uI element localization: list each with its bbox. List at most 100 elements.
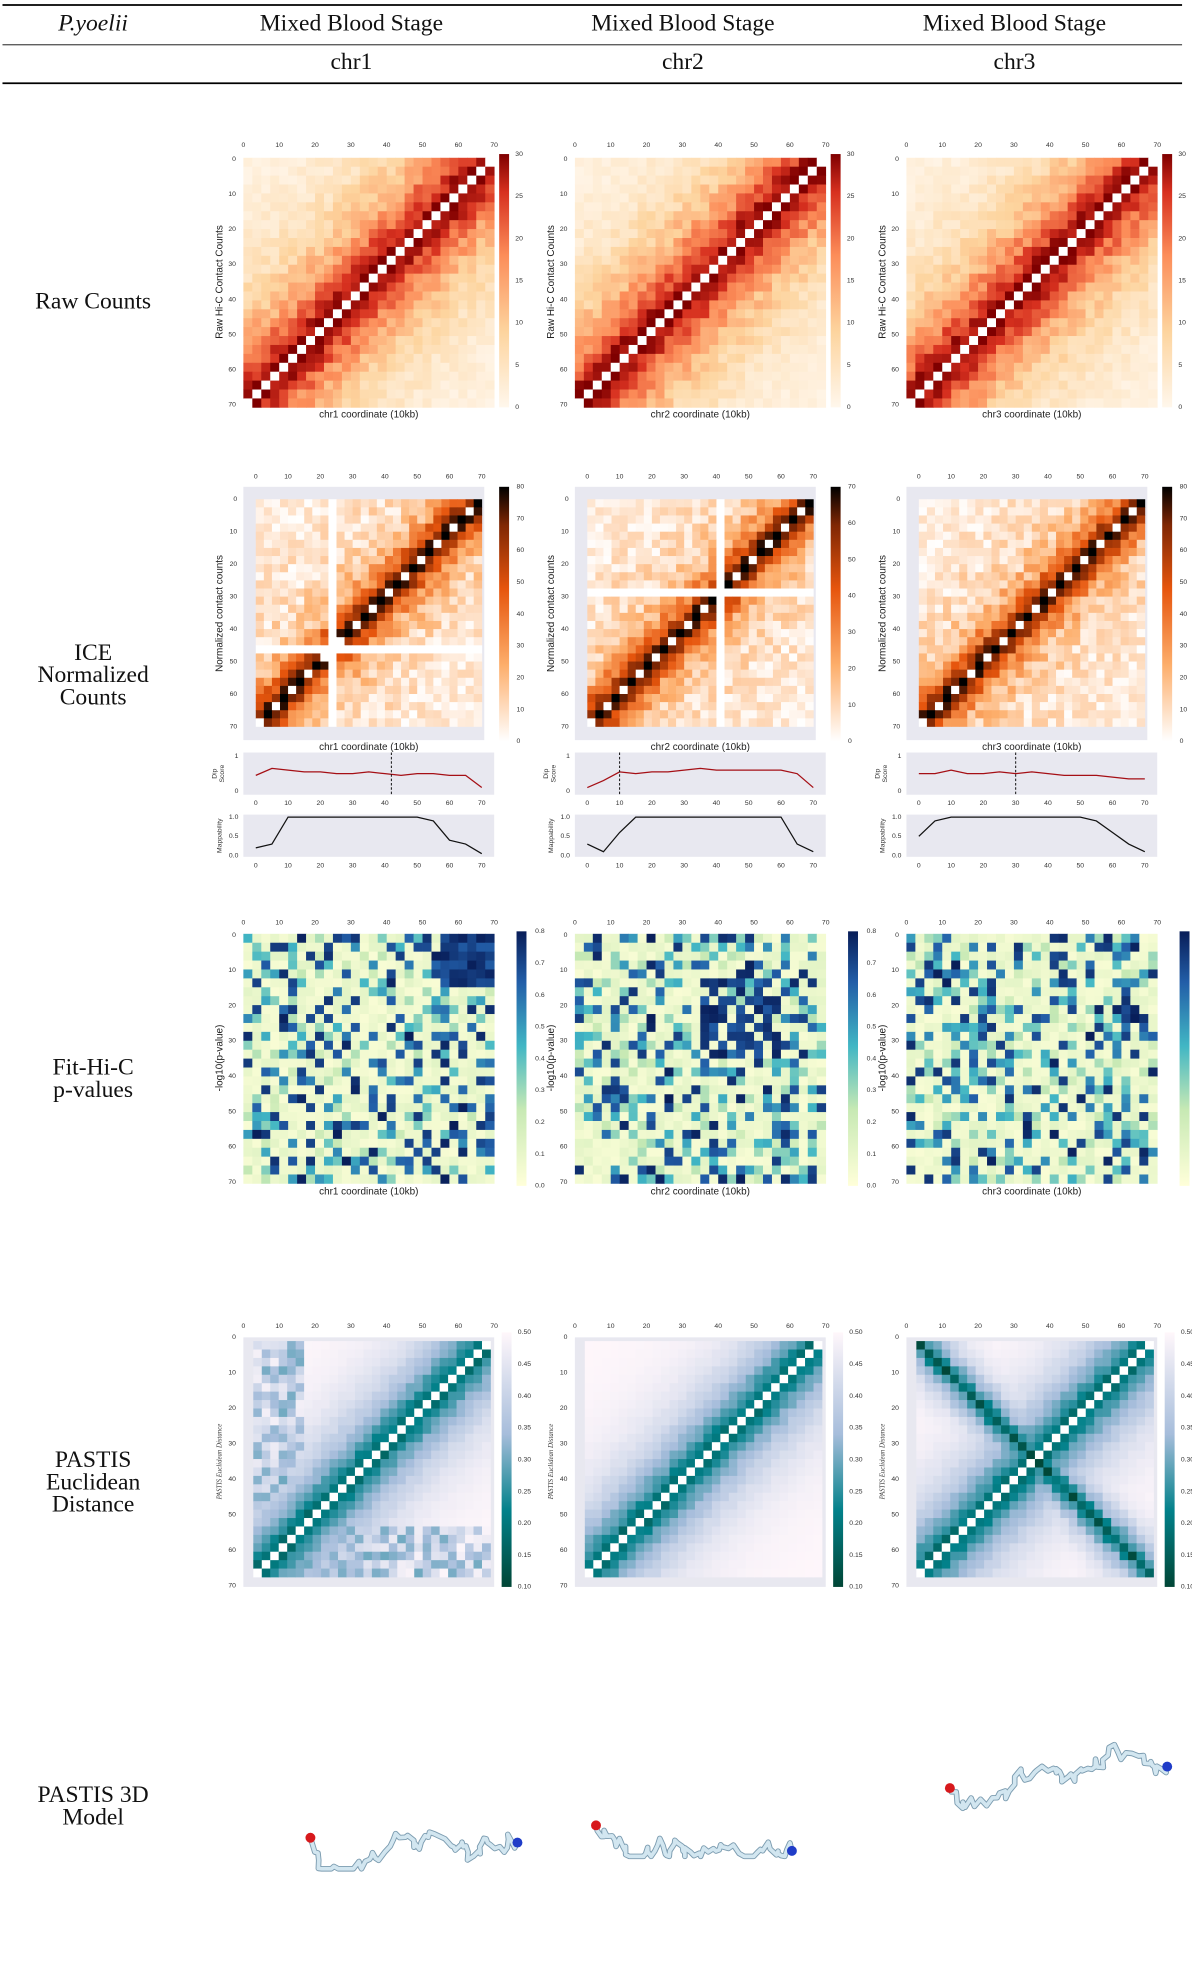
heatmap-cell (386, 1067, 397, 1077)
heatmap-cell (465, 564, 475, 573)
heatmap-cell (296, 629, 305, 638)
heatmap-cell (279, 1031, 289, 1042)
heatmap-cell (255, 572, 265, 581)
heatmap-cell (243, 1094, 253, 1104)
heatmap-cell (439, 1357, 449, 1367)
y-axis-label: Score (551, 765, 558, 783)
heatmap-cell (304, 1526, 313, 1536)
heatmap-cell (409, 523, 418, 533)
heatmap-cell (377, 1076, 388, 1086)
heatmap-cell (243, 220, 253, 230)
heatmap-cell (368, 556, 378, 565)
heatmap-cell (797, 645, 806, 654)
heatmap-cell (288, 380, 298, 390)
heatmap-cell (473, 1568, 483, 1578)
heatmap-cell (388, 1501, 398, 1510)
heatmap-cell (279, 996, 289, 1006)
heatmap-cell (748, 499, 758, 508)
heatmap-cell (643, 596, 653, 606)
heatmap-cell (476, 237, 486, 248)
heatmap-cell (485, 246, 495, 257)
heatmap-cell (458, 1022, 468, 1033)
heatmap-cell (384, 694, 394, 703)
heatmap-cell (619, 309, 630, 319)
heatmap-cell (764, 702, 774, 711)
heatmap-cell (401, 499, 410, 508)
heatmap-cell (296, 588, 305, 597)
heatmap-cell (465, 1383, 474, 1393)
heatmap-cell (449, 1129, 459, 1140)
heatmap-cell (336, 629, 345, 638)
heatmap-cell (261, 1357, 271, 1367)
heatmap-cell (332, 1076, 343, 1086)
heatmap-cell (368, 604, 378, 614)
heatmap-cell (724, 507, 733, 516)
heatmap-cell (323, 202, 334, 212)
heatmap-cell (359, 318, 370, 328)
heatmap-cell (376, 694, 386, 703)
heatmap-cell (377, 193, 388, 203)
heatmap-cell (441, 531, 450, 541)
heatmap-cell (754, 255, 764, 266)
heatmap-cell (643, 620, 653, 630)
heatmap-cell (425, 507, 434, 516)
heatmap-cell (465, 637, 475, 646)
heatmap-cell (261, 309, 271, 319)
heatmap-cell (610, 282, 621, 292)
heatmap-cell (627, 710, 637, 719)
heatmap-cell (692, 702, 701, 711)
heatmap-cell (422, 1120, 432, 1131)
heatmap-cell (611, 515, 620, 524)
heatmap-cell (798, 291, 809, 301)
heatmap-cell (328, 507, 337, 516)
heatmap-cell (332, 309, 343, 319)
heatmap-cell (304, 1551, 313, 1561)
heatmap-cell (417, 718, 426, 727)
heatmap-cell (384, 596, 394, 606)
heatmap-cell (296, 499, 305, 508)
heatmap-cell (422, 1391, 432, 1401)
heatmap-cell (485, 1049, 495, 1059)
heatmap-cell (295, 1501, 305, 1510)
heatmap-cell (261, 255, 271, 266)
heatmap-cell (700, 677, 709, 687)
heatmap-cell (789, 371, 800, 381)
heatmap-cell (295, 1467, 305, 1477)
heatmap-cell (780, 336, 791, 346)
heatmap-cell (368, 996, 379, 1006)
heatmap-cell (664, 255, 674, 266)
heatmap-cell (467, 951, 477, 961)
heatmap-cell (337, 1534, 347, 1544)
heatmap-cell (457, 669, 466, 679)
heatmap-cell (368, 327, 379, 337)
heatmap-cell (354, 1526, 364, 1536)
heatmap-cell (332, 951, 343, 961)
heatmap-cell (295, 1560, 305, 1569)
heatmap-cell (691, 371, 701, 381)
heatmap-cell (341, 1022, 352, 1033)
heatmap-cell (304, 1357, 313, 1367)
heatmap-cell (748, 547, 758, 557)
heatmap-cell (700, 661, 709, 671)
heatmap-cell (619, 273, 630, 283)
heatmap-cell (270, 1475, 280, 1485)
heatmap-cell (789, 291, 800, 301)
heatmap-cell (332, 353, 343, 364)
heatmap-cell (700, 237, 710, 248)
heatmap-cell (306, 202, 316, 212)
y-tick-label: 0.5 (560, 833, 570, 840)
heatmap-cell (323, 353, 334, 364)
heatmap-cell (592, 380, 603, 390)
heatmap-cell (404, 255, 414, 266)
heatmap-cell (352, 556, 362, 565)
heatmap-cell (252, 960, 262, 970)
heatmap-cell (328, 710, 337, 719)
heatmap-cell (611, 637, 620, 646)
heatmap-cell (763, 273, 773, 283)
heatmap-cell (440, 1022, 450, 1033)
heatmap-cell (473, 1374, 483, 1384)
heatmap-cell (384, 580, 394, 589)
heatmap-cell (481, 1433, 491, 1443)
heatmap-cell (422, 1518, 432, 1527)
heatmap-cell (380, 1543, 390, 1553)
